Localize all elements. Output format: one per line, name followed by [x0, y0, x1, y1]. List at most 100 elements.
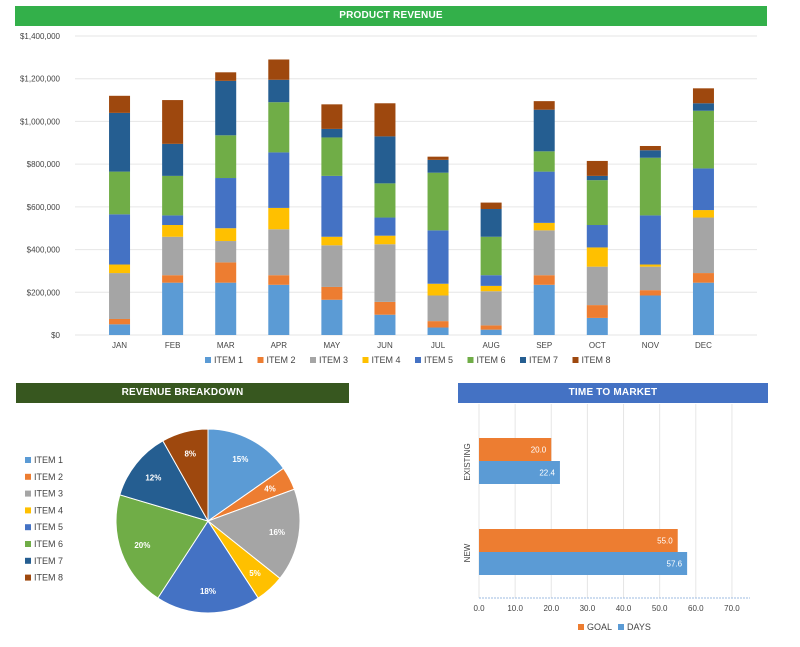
bar-segment — [321, 245, 343, 287]
legend-swatch — [618, 624, 624, 630]
legend-swatch — [25, 457, 31, 463]
bar-segment — [109, 214, 131, 265]
bar-segment — [586, 266, 608, 306]
legend-label: ITEM 2 — [34, 472, 63, 482]
bar-segment — [639, 145, 661, 151]
bar-segment — [215, 72, 237, 81]
pie-data-label: 12% — [145, 473, 161, 482]
bar-segment — [427, 159, 449, 173]
legend-label: ITEM 7 — [34, 556, 63, 566]
legend-swatch — [415, 357, 421, 363]
bar-segment — [321, 175, 343, 237]
pie-slice — [157, 520, 259, 614]
bar-segment — [109, 264, 131, 274]
legend-swatch — [310, 357, 316, 363]
bar — [479, 529, 678, 552]
x-tick-label: MAR — [217, 341, 235, 350]
y-tick-label: $1,000,000 — [20, 117, 61, 126]
legend-label: ITEM 3 — [319, 355, 348, 365]
bar-segment — [480, 208, 502, 237]
legend-label: ITEM 4 — [34, 505, 63, 515]
x-tick-label: AUG — [482, 341, 499, 350]
bar-data-label: 22.4 — [539, 469, 555, 478]
x-tick-label: SEP — [536, 341, 552, 350]
bar-segment — [586, 175, 608, 181]
bar-segment — [533, 101, 555, 110]
bar-segment — [639, 264, 661, 267]
x-tick-label: JUL — [431, 341, 446, 350]
legend-swatch — [578, 624, 584, 630]
bar-segment — [162, 175, 184, 216]
bar-segment — [374, 136, 396, 184]
bar-segment — [427, 230, 449, 284]
bar-segment — [215, 241, 237, 263]
legend-label: ITEM 1 — [214, 355, 243, 365]
bar-segment — [109, 324, 131, 335]
bar-segment — [427, 172, 449, 231]
pie-slice — [115, 494, 209, 599]
bar-segment — [162, 215, 184, 226]
legend-label: GOAL — [587, 622, 612, 632]
bar-segment — [215, 135, 237, 179]
bar-segment — [374, 217, 396, 236]
pie-data-label: 8% — [184, 449, 196, 458]
legend-swatch — [25, 557, 31, 564]
x-tick-label: 40.0 — [616, 604, 632, 613]
x-tick-label: 30.0 — [580, 604, 596, 613]
bar-segment — [533, 109, 555, 152]
y-tick-label: $800,000 — [27, 160, 61, 169]
bar-segment — [586, 305, 608, 318]
bar-segment — [480, 329, 502, 335]
legend-swatch — [25, 524, 31, 531]
bar-segment — [586, 225, 608, 248]
bar-segment — [109, 95, 131, 113]
y-tick-label: $1,400,000 — [20, 32, 61, 41]
bar-segment — [639, 295, 661, 335]
y-tick-label: $600,000 — [27, 203, 61, 212]
bar-segment — [374, 103, 396, 137]
y-tick-label: $0 — [51, 331, 60, 340]
pie-data-label: 16% — [269, 528, 285, 537]
pie-slice — [206, 488, 301, 580]
x-tick-label: 50.0 — [652, 604, 668, 613]
bar-segment — [533, 222, 555, 231]
legend-label: ITEM 5 — [34, 522, 63, 532]
x-tick-label: FEB — [165, 341, 181, 350]
bar-segment — [692, 88, 714, 104]
bar — [479, 461, 560, 484]
bar-segment — [639, 150, 661, 158]
bar-segment — [321, 286, 343, 300]
legend-label: ITEM 5 — [424, 355, 453, 365]
bar-segment — [162, 236, 184, 276]
legend-swatch — [205, 357, 211, 363]
bar-segment — [215, 282, 237, 335]
pie-data-label: 4% — [264, 485, 276, 494]
bar-data-label: 57.6 — [667, 560, 683, 569]
bar-segment — [268, 152, 290, 208]
legend-swatch — [467, 357, 474, 363]
bar-segment — [109, 112, 131, 172]
bar-segment — [215, 262, 237, 283]
bar-segment — [268, 79, 290, 103]
x-tick-label: NOV — [642, 341, 660, 350]
x-tick-label: JUN — [377, 341, 393, 350]
bar-segment — [692, 110, 714, 169]
legend-label: ITEM 2 — [267, 355, 296, 365]
bar-segment — [639, 266, 661, 291]
bar-segment — [427, 156, 449, 160]
x-tick-label: OCT — [589, 341, 606, 350]
bar-segment — [427, 321, 449, 328]
bar-segment — [268, 59, 290, 80]
legend-swatch — [520, 357, 526, 363]
bar-segment — [268, 275, 290, 285]
bar-segment — [533, 284, 555, 335]
legend-swatch — [25, 490, 31, 497]
bar-segment — [109, 171, 131, 215]
bar-segment — [533, 275, 555, 285]
bar-segment — [480, 275, 502, 286]
x-tick-label: MAY — [324, 341, 341, 350]
pie-data-label: 18% — [200, 587, 216, 596]
bar-segment — [480, 236, 502, 276]
bar-segment — [374, 244, 396, 302]
bar-segment — [374, 235, 396, 245]
